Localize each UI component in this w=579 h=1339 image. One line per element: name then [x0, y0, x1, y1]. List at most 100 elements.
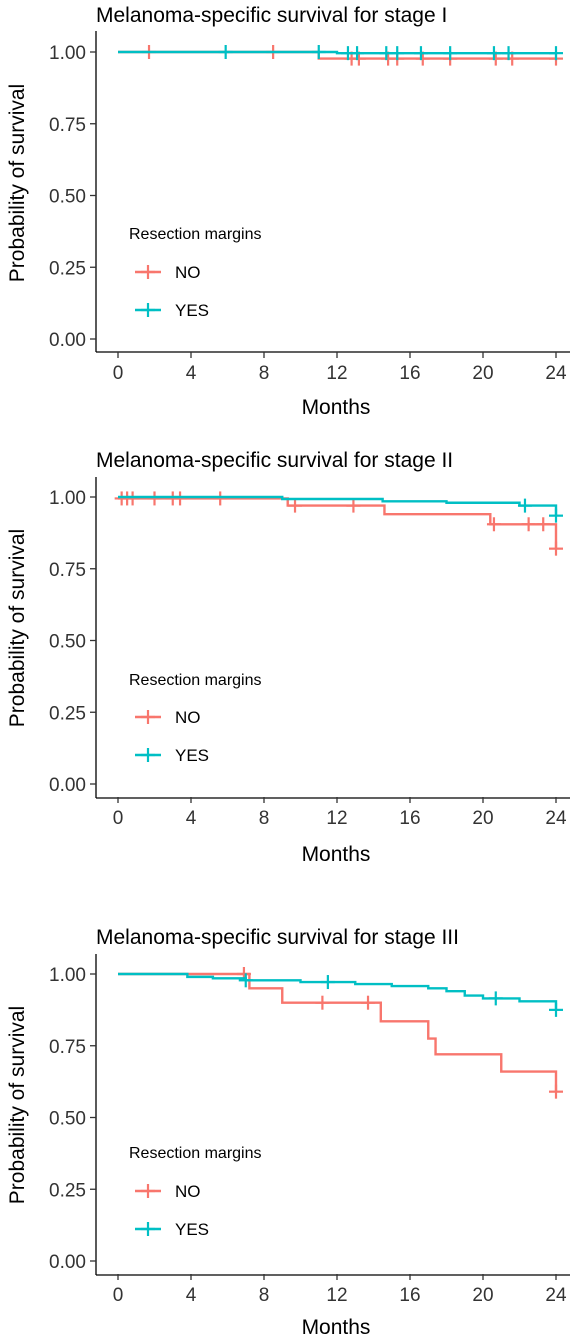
censor-mark-no	[315, 995, 330, 1010]
censor-mark-yes	[350, 46, 365, 61]
panel-1-x-axis-title: Months	[302, 396, 371, 419]
panel-1-legend-label-no: NO	[175, 263, 201, 282]
y-tick-label: 0.50	[49, 1109, 86, 1130]
panel-2-legend-key-no	[135, 710, 161, 724]
x-tick-label: 12	[326, 808, 347, 829]
censor-mark-no	[288, 498, 303, 513]
panel-1-title: Melanoma-specific survival for stage I	[96, 4, 447, 27]
x-tick-label: 20	[472, 1285, 493, 1306]
panel-3-y-axis-title: Probability of survival	[6, 1006, 29, 1204]
y-tick-label: 0.00	[49, 775, 86, 796]
censor-mark-yes	[238, 973, 253, 988]
censor-mark-no	[486, 517, 501, 532]
censor-mark-yes	[413, 46, 428, 61]
x-tick-label: 16	[399, 1285, 420, 1306]
panel-3-ticks: 0 4 8 12 16 20 24 0.00 0.25 0.50 0.75 1.00	[49, 965, 567, 1306]
censor-mark-no	[125, 491, 140, 506]
panel-1-legend-key-no	[135, 265, 161, 279]
x-tick-label: 12	[326, 1285, 347, 1306]
censor-mark-no	[521, 517, 536, 532]
censor-mark-no	[147, 491, 162, 506]
series-line-yes	[118, 972, 558, 1010]
x-tick-label: 4	[186, 1285, 197, 1306]
y-tick-label: 0.50	[49, 632, 86, 653]
x-tick-label: 20	[472, 808, 493, 829]
panel-1-series	[118, 45, 563, 66]
panel-stage-1: Melanoma-specific survival for stage I P…	[6, 4, 570, 419]
x-tick-label: 0	[113, 363, 124, 384]
panel-2-ticks: 0 4 8 12 16 20 24 0.00 0.25 0.50 0.75 1.00	[49, 488, 567, 829]
censor-mark-no	[549, 541, 563, 556]
censor-mark-yes	[218, 45, 233, 59]
x-tick-label: 8	[259, 363, 270, 384]
x-tick-label: 24	[545, 363, 567, 384]
censor-mark-yes	[549, 46, 563, 61]
x-tick-label: 0	[113, 808, 124, 829]
y-tick-label: 0.75	[49, 560, 86, 581]
legend-key-cross	[141, 1222, 155, 1236]
panel-3-legend-key-no	[135, 1184, 161, 1198]
panel-3-series	[118, 967, 563, 1099]
censor-mark-yes	[501, 46, 516, 61]
x-tick-label: 24	[545, 808, 567, 829]
y-tick-label: 1.00	[49, 965, 86, 986]
panel-1-legend: Resection margins NO YES	[129, 226, 262, 320]
x-tick-label: 0	[113, 1285, 124, 1306]
x-tick-label: 20	[472, 363, 493, 384]
censor-mark-yes	[549, 1002, 563, 1017]
panel-2-y-axis-title: Probability of survival	[6, 529, 29, 727]
x-tick-label: 8	[259, 808, 270, 829]
x-tick-label: 24	[545, 1285, 567, 1306]
panel-3-legend-label-yes: YES	[175, 1220, 209, 1239]
y-tick-label: 1.00	[49, 488, 86, 509]
legend-key-cross	[141, 303, 155, 317]
x-tick-label: 8	[259, 1285, 270, 1306]
y-tick-label: 1.00	[49, 43, 86, 64]
panel-2-x-axis-title: Months	[302, 843, 371, 866]
legend-key-cross	[141, 710, 155, 724]
panel-2-legend-label-no: NO	[175, 708, 201, 727]
censor-mark-yes	[488, 991, 503, 1006]
legend-key-cross	[141, 1184, 155, 1198]
panel-3-title: Melanoma-specific survival for stage III	[96, 926, 459, 949]
panel-2-legend: Resection margins NO YES	[129, 672, 262, 765]
x-tick-label: 16	[399, 808, 420, 829]
y-tick-label: 0.25	[49, 703, 86, 724]
censor-mark-yes	[320, 975, 335, 990]
panel-3-legend-label-no: NO	[175, 1182, 201, 1201]
y-tick-label: 0.75	[49, 115, 86, 136]
panel-2-legend-label-yes: YES	[175, 746, 209, 765]
censor-mark-no	[536, 517, 551, 532]
panel-stage-2: Melanoma-specific survival for stage II …	[6, 449, 570, 866]
censor-mark-yes	[443, 46, 458, 61]
panel-1-legend-label-yes: YES	[175, 301, 209, 320]
y-tick-label: 0.25	[49, 1180, 86, 1201]
censor-mark-no	[549, 1084, 563, 1099]
panel-1-y-axis-title: Probability of survival	[6, 84, 29, 282]
panel-1-ticks: 0 4 8 12 16 20 24 0.00 0.25 0.50 0.75 1.00	[49, 43, 567, 384]
panel-stage-3: Melanoma-specific survival for stage III…	[6, 926, 570, 1339]
x-tick-label: 16	[399, 363, 420, 384]
censor-mark-yes	[311, 45, 326, 59]
x-tick-label: 4	[186, 363, 197, 384]
panel-2-legend-title: Resection margins	[129, 672, 262, 689]
censor-mark-no	[346, 498, 361, 513]
series-line-no	[118, 972, 558, 1092]
censor-mark-yes	[486, 46, 501, 61]
y-tick-label: 0.25	[49, 258, 86, 279]
panel-3-legend-key-yes	[135, 1222, 161, 1236]
censor-mark-yes	[517, 498, 532, 513]
panel-3-x-axis-title: Months	[302, 1316, 371, 1339]
censor-mark-no	[173, 491, 188, 506]
y-tick-label: 0.75	[49, 1037, 86, 1058]
censor-mark-no	[213, 491, 228, 506]
panel-3-legend: Resection margins NO YES	[129, 1145, 262, 1239]
panel-1-legend-title: Resection margins	[129, 226, 262, 243]
y-tick-label: 0.50	[49, 187, 86, 208]
censor-mark-yes	[390, 46, 405, 61]
x-tick-label: 12	[326, 363, 347, 384]
x-tick-label: 4	[186, 808, 197, 829]
panel-2-legend-key-yes	[135, 748, 161, 762]
panel-2-title: Melanoma-specific survival for stage II	[96, 449, 453, 472]
